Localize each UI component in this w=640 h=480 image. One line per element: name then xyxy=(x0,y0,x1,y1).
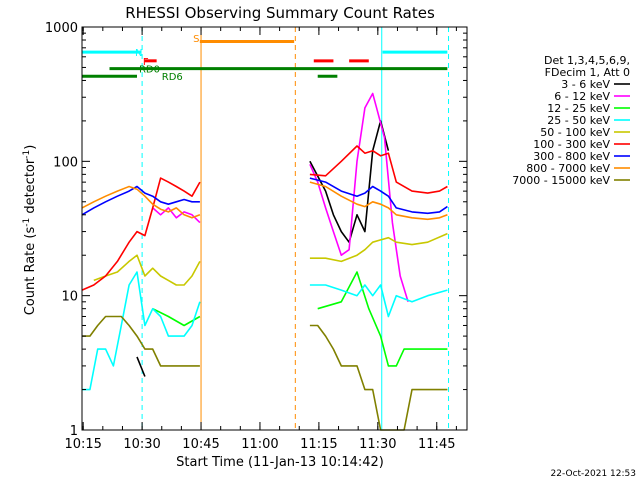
time-range-lines xyxy=(141,27,450,430)
series-line-2 xyxy=(152,271,448,367)
timestamp: 22-Oct-2021 12:53 xyxy=(551,469,636,479)
legend-entry-label: 3 - 6 keV xyxy=(561,78,610,91)
legend-entry-label: 6 - 12 keV xyxy=(554,90,610,103)
flag-label-n: N xyxy=(135,48,142,59)
series-line-7 xyxy=(81,181,448,221)
y-label-part: detector xyxy=(23,158,38,218)
x-axis-label: Start Time (11-Jan-13 10:14:42) xyxy=(176,455,384,470)
x-tick-label: 10:30 xyxy=(123,437,160,452)
legend-entry-label: 800 - 7000 keV xyxy=(526,162,610,175)
x-tick-label: 11:00 xyxy=(241,437,278,452)
flag-label-rd6: RD6 xyxy=(162,72,183,83)
legend-header-1: FDecim 1, Att 0 xyxy=(545,66,630,79)
y-axis-label: Count Rate (s-1 detector-1) xyxy=(22,145,38,316)
x-tick-label: 10:45 xyxy=(182,437,219,452)
series-line-3 xyxy=(82,271,448,391)
x-tick-label: 11:30 xyxy=(359,437,396,452)
axes: 1 10 100 1000 10:15 10:30 10:45 11:00 11:15 11:30… xyxy=(45,21,468,452)
legend-header-0: Det 1,3,4,5,6,9, xyxy=(544,54,630,67)
y-label-part: ) xyxy=(23,145,38,150)
series-line-8 xyxy=(82,315,448,431)
y-label-superscript: -1 xyxy=(22,150,32,159)
x-tick-label: 11:15 xyxy=(300,437,337,452)
series-line-6 xyxy=(81,177,448,216)
chart-title: RHESSI Observing Summary Count Rates xyxy=(125,4,435,22)
x-tick-label: 11:45 xyxy=(418,437,455,452)
legend-entry-label: 25 - 50 keV xyxy=(547,114,610,127)
flag-label-rd0: RD0 xyxy=(139,65,160,76)
y-tick-label: 10 xyxy=(61,290,78,305)
series-line-1 xyxy=(152,92,409,303)
legend-entry-label: 100 - 300 keV xyxy=(533,138,610,151)
y-label-part: Count Rate (s xyxy=(23,227,38,316)
series-line-5 xyxy=(81,145,448,291)
y-tick-label: 1 xyxy=(70,424,78,439)
series-line-0 xyxy=(136,120,390,377)
legend-entry-label: 300 - 800 keV xyxy=(533,150,610,163)
series-line-4 xyxy=(93,232,448,286)
legend-entry-label: 12 - 25 keV xyxy=(547,102,610,115)
y-tick-label: 100 xyxy=(53,155,78,170)
series-group xyxy=(81,92,448,431)
plot-frame xyxy=(81,26,468,431)
flag-label-s: S xyxy=(193,34,199,45)
y-tick-label: 1000 xyxy=(45,21,78,36)
x-tick-label: 10:15 xyxy=(64,437,101,452)
legend-entry-label: 50 - 100 keV xyxy=(540,126,610,139)
y-label-superscript: -1 xyxy=(22,218,32,227)
legend: Det 1,3,4,5,6,9,FDecim 1, Att 03 - 6 keV… xyxy=(512,54,630,187)
flag-label-f: F xyxy=(143,57,149,68)
legend-entry-label: 7000 - 15000 keV xyxy=(512,174,610,187)
